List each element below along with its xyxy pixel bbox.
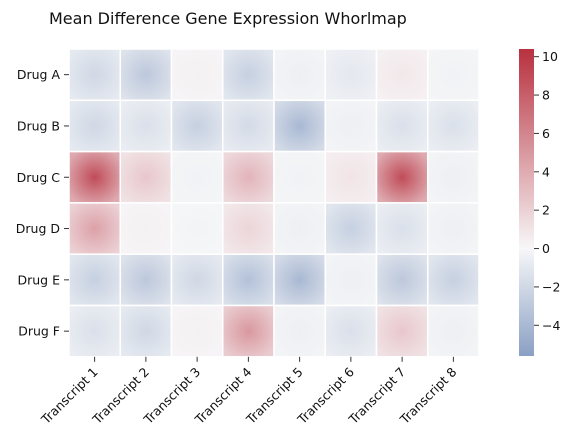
colorbar-tick-label: 10 <box>542 49 558 64</box>
heatmap-cell <box>170 202 224 255</box>
heatmap-cell <box>170 253 224 307</box>
heatmap-cell <box>119 150 173 204</box>
colorbar-tick-label: −4 <box>542 318 560 333</box>
heatmap-cell <box>222 202 275 255</box>
y-tick-label: Drug A <box>17 67 61 82</box>
heatmap-cell <box>222 304 275 358</box>
heatmap-cell <box>170 304 224 358</box>
heatmap-cell <box>68 99 121 153</box>
y-axis-ticks: Drug A Drug B Drug C Drug D Drug E Drug F <box>16 67 69 339</box>
colorbar-tick-label: 6 <box>542 126 550 141</box>
heatmap-cell <box>119 99 173 153</box>
heatmap-cell <box>273 99 326 153</box>
heatmap-cell <box>427 253 480 307</box>
heatmap-cell <box>119 48 173 102</box>
heatmap-cell <box>68 150 121 204</box>
heatmap-cells <box>68 48 480 358</box>
heatmap-cell <box>273 202 326 255</box>
heatmap-cell <box>324 253 378 307</box>
heatmap-cell <box>273 150 326 204</box>
heatmap-cell <box>375 304 429 358</box>
heatmap-cell <box>68 202 121 255</box>
chart-title: Mean Difference Gene Expression Whorlmap <box>49 9 407 28</box>
heatmap-cell <box>324 99 378 153</box>
heatmap-cell <box>119 253 173 307</box>
heatmap-cell <box>68 48 121 102</box>
heatmap-cell <box>375 253 429 307</box>
colorbar-tick-label: −2 <box>542 279 560 294</box>
heatmap-cell <box>324 150 378 204</box>
heatmap-cell <box>170 99 224 153</box>
colorbar-tick-label: 0 <box>542 241 550 256</box>
heatmap-cell <box>273 48 326 102</box>
heatmap-cell <box>119 304 173 358</box>
heatmap-cell <box>324 202 378 255</box>
heatmap-cell <box>222 253 275 307</box>
heatmap-cell <box>324 304 378 358</box>
heatmap-cell <box>68 253 121 307</box>
y-tick-label: Drug D <box>16 221 60 236</box>
heatmap-cell <box>427 150 480 204</box>
colorbar-tick-label: 8 <box>542 88 550 103</box>
heatmap-cell <box>375 150 429 204</box>
heatmap-cell <box>375 48 429 102</box>
colorbar-tick-label: 2 <box>542 203 550 218</box>
y-tick-label: Drug B <box>17 118 60 133</box>
heatmap-cell <box>222 99 275 153</box>
heatmap-cell <box>119 202 173 255</box>
heatmap-cell <box>375 202 429 255</box>
heatmap-cell <box>273 304 326 358</box>
heatmap-cell <box>68 304 121 358</box>
y-tick-label: Drug E <box>18 272 61 287</box>
colorbar: −4 −2 0 2 4 6 8 10 <box>519 49 560 356</box>
heatmap-cell <box>170 48 224 102</box>
y-tick-label: Drug C <box>17 170 61 185</box>
heatmap-cell <box>324 48 378 102</box>
heatmap-cell <box>273 253 326 307</box>
heatmap-cell <box>222 150 275 204</box>
heatmap-cell <box>427 202 480 255</box>
colorbar-gradient <box>519 49 534 356</box>
heatmap-cell <box>170 150 224 204</box>
colorbar-tick-label: 4 <box>542 164 550 179</box>
heatmap-cell <box>427 99 480 153</box>
y-tick-label: Drug F <box>18 324 60 339</box>
heatmap-cell <box>375 99 429 153</box>
heatmap-cell <box>427 48 480 102</box>
heatmap-cell <box>222 48 275 102</box>
heatmap-cell <box>427 304 480 358</box>
